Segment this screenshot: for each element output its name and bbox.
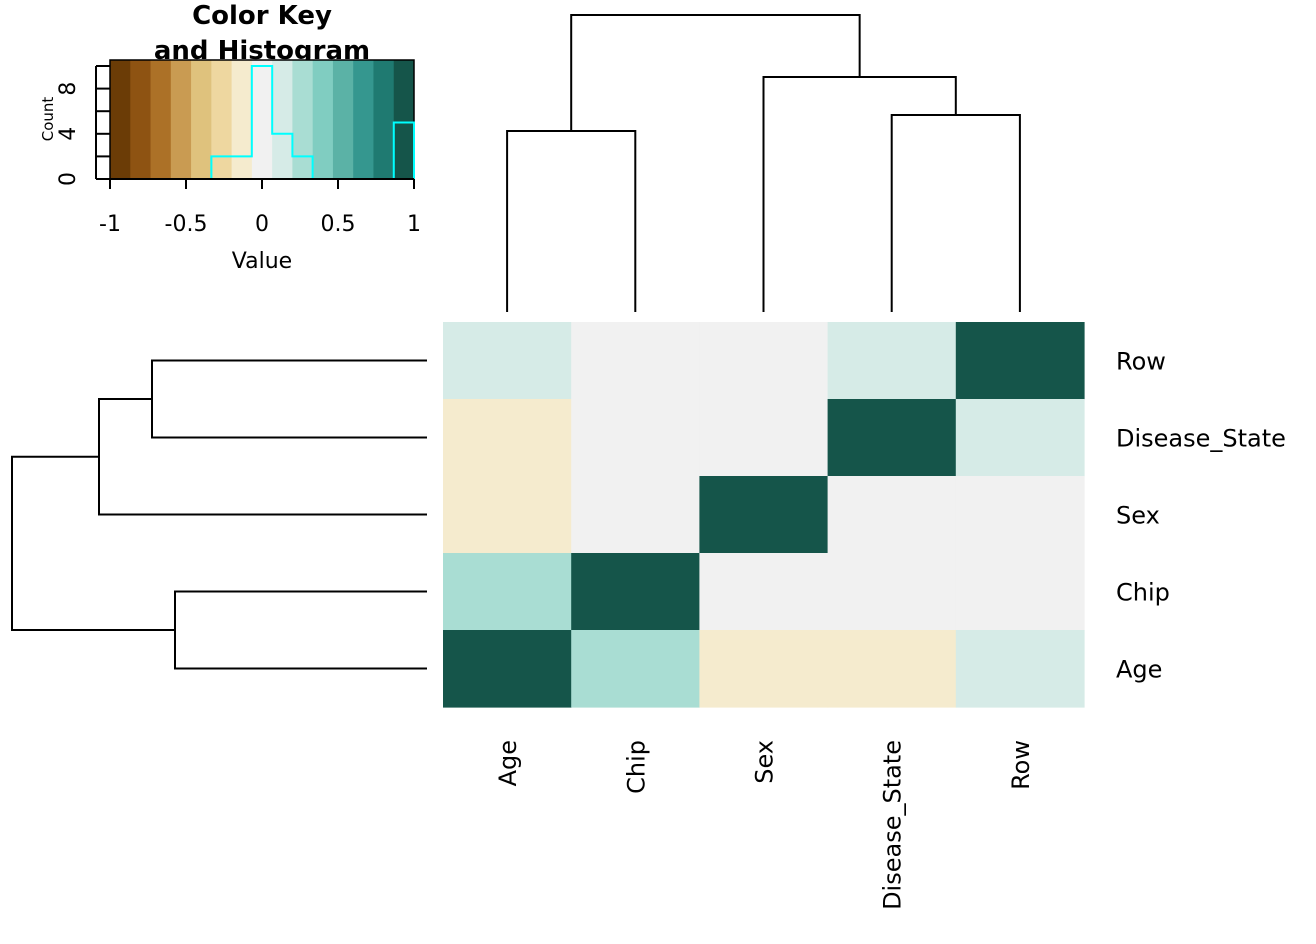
heatmap-cell-age-age [443,630,572,708]
color-key-swatch [150,60,172,179]
heatmap-cell-sex-row [955,476,1085,554]
row-label-row: Row [1116,348,1166,376]
column-label-chip: Chip [622,740,650,794]
heatmap-cell-chip-row [955,553,1085,631]
color-key-swatch [170,60,192,179]
color-key-x-tick-label: 1 [407,212,421,237]
color-key-x-axis-title: Value [232,249,292,274]
col-dendro-root [570,14,861,131]
color-key-swatch [211,60,233,179]
column-label-age: Age [494,740,522,786]
heatmap-cell-sex-age [443,476,572,554]
column-labels: Age Chip Sex Disease_State Row [494,740,1035,910]
heatmap-cell-age-sex [699,630,829,708]
column-label-sex: Sex [751,740,779,784]
heatmap-cell-row-disease-state [827,322,957,400]
heatmap-cell-chip-sex [699,553,829,631]
color-key-swatch [191,60,212,179]
color-key-swatch [393,60,415,179]
row-dendro-chip-age [174,590,427,670]
row-dendro-row-disease [151,359,427,439]
color-key-y-tick-label: 8 [56,82,81,96]
heatmap-cell-disease-state-sex [699,399,829,477]
row-label-sex: Sex [1116,502,1160,530]
color-key-title-line1: Color Key [192,1,332,31]
heatmap-cell-disease-state-disease-state [827,399,957,477]
row-label-chip: Chip [1116,579,1170,607]
row-dendro-root [11,455,175,631]
color-key-swatch [272,60,293,179]
color-key-swatch [332,60,354,179]
col-dendro-age-chip [506,130,637,312]
row-label-disease-state: Disease_State [1116,425,1286,453]
row-label-age: Age [1116,656,1162,684]
column-label-row: Row [1007,740,1035,790]
color-key-swatch [110,60,131,179]
heatmap-cells [443,322,1085,708]
col-dendro-sex-group [762,76,957,312]
color-key-swatch [292,60,314,179]
color-key-x-tick-label: -1 [99,212,121,237]
heatmap-cell-sex-disease-state [827,476,957,554]
row-dendrogram [11,359,427,670]
heatmap-cell-chip-age [443,553,572,631]
heatmap-cell-sex-chip [571,476,700,554]
heatmap-cell-age-disease-state [827,630,957,708]
color-key-swatch [353,60,374,179]
heatmap-cell-sex-sex [699,476,829,554]
heatmap-cell-row-sex [699,322,829,400]
heatmap-cell-disease-state-age [443,399,572,477]
color-key-swatch [251,60,273,179]
col-dendro-disease-row [890,114,1021,312]
heatmap-cell-chip-chip [571,553,700,631]
heatmap-cell-chip-disease-state [827,553,957,631]
color-key-y-axis-title: Count [39,97,57,142]
column-label-disease-state: Disease_State [879,740,907,910]
heatmap-cell-age-chip [571,630,700,708]
heatmap-cell-row-chip [571,322,700,400]
row-dendro-sex-group [98,398,427,516]
heatmap-cell-disease-state-chip [571,399,700,477]
heatmap-cell-disease-state-row [955,399,1085,477]
heatmap-cell-row-row [955,322,1085,400]
color-key-axes: -1 -0.5 0 0.5 1 0 4 8 [56,65,421,237]
color-key-swatch [231,60,253,179]
color-key-swatch [312,60,334,179]
color-key-x-tick-label: 0 [255,212,269,237]
color-key-x-tick-label: -0.5 [165,212,208,237]
heatmap-cell-age-row [955,630,1085,708]
color-key-y-tick-label: 4 [56,127,81,141]
color-key-x-tick-label: 0.5 [321,212,356,237]
color-key-swatch [130,60,152,179]
column-dendrogram [506,14,1021,312]
heatmap-cell-row-age [443,322,572,400]
row-labels: Row Disease_State Sex Chip Age [1116,348,1286,684]
color-key-swatches [109,59,415,180]
color-key-swatch [373,60,395,179]
color-key-y-tick-label: 0 [56,172,81,186]
